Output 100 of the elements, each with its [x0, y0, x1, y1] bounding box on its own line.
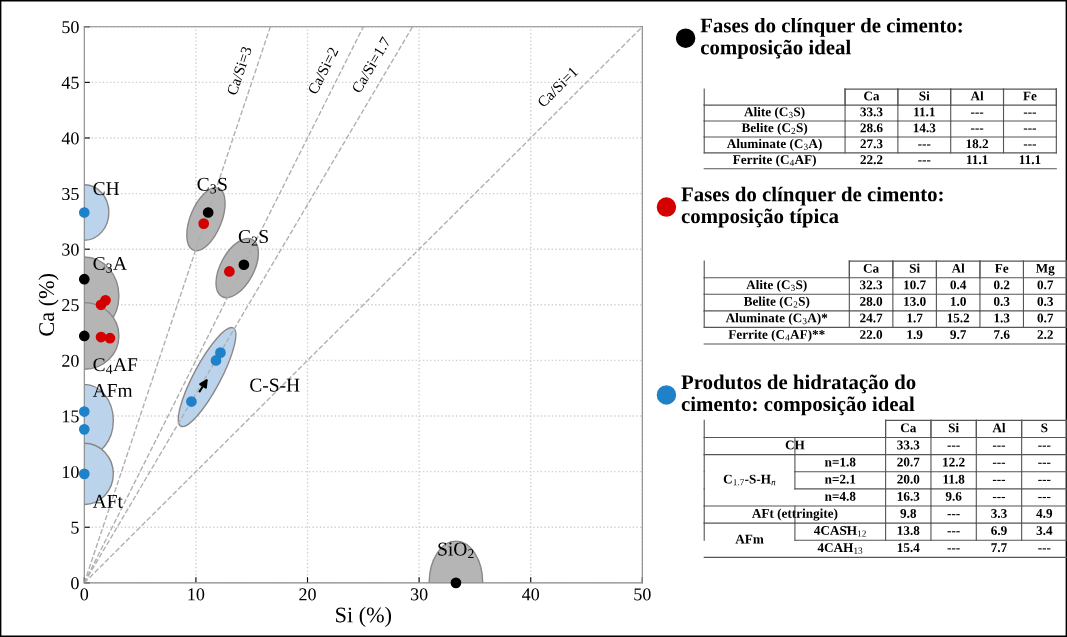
text: ---: [1038, 496, 1051, 499]
text: ---: [918, 144, 931, 146]
category-label: n=2.1: [824, 474, 856, 484]
category-label: Al: [970, 91, 984, 101]
annotation: CH: [93, 182, 120, 196]
text: ---: [1038, 462, 1051, 464]
annotation: SiO$_{2}$: [438, 542, 474, 559]
text: 0.2: [993, 280, 1010, 290]
category-label: n=1.8: [824, 457, 856, 467]
text: 18.2: [966, 139, 989, 149]
text: 3.4: [1036, 526, 1053, 536]
text: 7.6: [994, 330, 1010, 340]
annotation: Ca/Si=3: [226, 45, 252, 96]
category-label: Al: [951, 263, 965, 273]
text: 3.3: [991, 509, 1007, 518]
text: ---: [1023, 144, 1037, 146]
annotation: C-S-H: [250, 378, 300, 392]
text: 0.4: [950, 280, 967, 290]
text: 28.0: [860, 296, 883, 306]
annotation: C$_{3}$A: [93, 256, 127, 273]
text: 9.8: [900, 508, 917, 518]
text: 0.3: [1037, 296, 1054, 306]
text: 0.3: [993, 296, 1010, 306]
category-label: Fe: [994, 263, 1009, 273]
text: ---: [947, 548, 960, 550]
category-label: Belite (C$_{2}$S): [741, 122, 808, 135]
text: 10.7: [904, 280, 926, 290]
text: ---: [947, 445, 960, 447]
category-label: n=4.8: [824, 491, 856, 501]
category-label: Ferrite (C$_{4}$AF)**: [728, 329, 825, 342]
category-label: AFm: [735, 534, 764, 544]
annotation: AFm: [92, 383, 133, 397]
y-tick-label: 35: [62, 187, 79, 201]
category-label: Si: [948, 423, 959, 433]
text: 11.8: [943, 474, 965, 484]
text: ---: [992, 496, 1006, 499]
annotation: AFt: [92, 494, 123, 508]
text: 27.3: [860, 139, 883, 149]
category-label: AFt (ettringite): [752, 508, 838, 521]
text: 13.8: [897, 526, 920, 536]
y-tick-label: 45: [61, 76, 79, 89]
text: 15.4: [897, 543, 920, 553]
category-label: 4CAS̄H$_{12}$: [813, 526, 866, 537]
category-label: Si: [919, 91, 930, 101]
y-tick-label: 10: [62, 465, 79, 479]
text: 14.3: [913, 123, 936, 133]
category-label: Aluminate (C$_{3}$A): [726, 138, 822, 151]
text: 32.3: [860, 280, 883, 290]
text: 20.0: [897, 474, 920, 484]
text: 6.9: [991, 526, 1007, 536]
legend-label: Produtos de hidratação do cimento: composição ideal: [681, 374, 916, 416]
text: 7.7: [991, 543, 1007, 553]
text: 15.2: [947, 313, 970, 323]
category-label: Ca: [863, 263, 879, 273]
y-tick-label: 40: [61, 132, 79, 145]
text: ---: [1038, 479, 1051, 481]
category-label: Mg: [1035, 263, 1055, 276]
text: ---: [1023, 112, 1037, 114]
text: 24.7: [860, 313, 883, 323]
annotation: C$_{2}$S: [238, 230, 268, 246]
text: 20.7: [897, 457, 920, 467]
text: ---: [992, 462, 1006, 464]
x-tick-label: 40: [522, 588, 540, 601]
category-label: Aluminate (C$_{3}$A)*: [725, 313, 828, 326]
text: ---: [918, 160, 931, 162]
category-label: Ca: [900, 423, 917, 433]
text: 2.2: [1037, 330, 1053, 340]
x-axis-title: Si (%): [336, 606, 392, 628]
x-tick-label: 10: [188, 588, 205, 601]
y-tick-label: 50: [62, 21, 79, 34]
text: 33.3: [897, 440, 920, 450]
category-label: Alite (C$_{3}$S): [744, 107, 805, 119]
y-tick-label: 20: [62, 354, 79, 367]
text: ---: [947, 531, 960, 533]
x-tick-label: 0: [80, 588, 89, 601]
text: ---: [971, 112, 984, 114]
text: 11.1: [966, 155, 988, 165]
text: ---: [971, 128, 984, 130]
text: ---: [947, 514, 960, 516]
text: ---: [992, 479, 1006, 481]
text: 11.1: [1019, 155, 1041, 165]
x-tick-label: 50: [634, 588, 651, 601]
y-tick-label: 15: [62, 410, 79, 423]
category-label: 4CAH$_{13}$: [817, 543, 863, 554]
text: 13.0: [904, 296, 926, 306]
text: 1.7: [907, 313, 923, 323]
text: 28.6: [860, 123, 883, 133]
text: ---: [1038, 548, 1051, 550]
text: ---: [1023, 128, 1037, 130]
text: 0.7: [1037, 313, 1054, 323]
legend-label: Fases do clínquer de cimento: composição típica: [681, 186, 943, 228]
x-tick-label: 20: [299, 588, 316, 601]
text: 1.3: [994, 313, 1010, 323]
text: 0.7: [1037, 280, 1054, 290]
text: 9.7: [950, 330, 967, 340]
annotation: C$_{3}$S: [197, 177, 227, 194]
text: 1.9: [907, 330, 923, 340]
category-label: CH: [785, 440, 805, 450]
text: ---: [1038, 445, 1051, 447]
text: 22.2: [860, 155, 883, 165]
